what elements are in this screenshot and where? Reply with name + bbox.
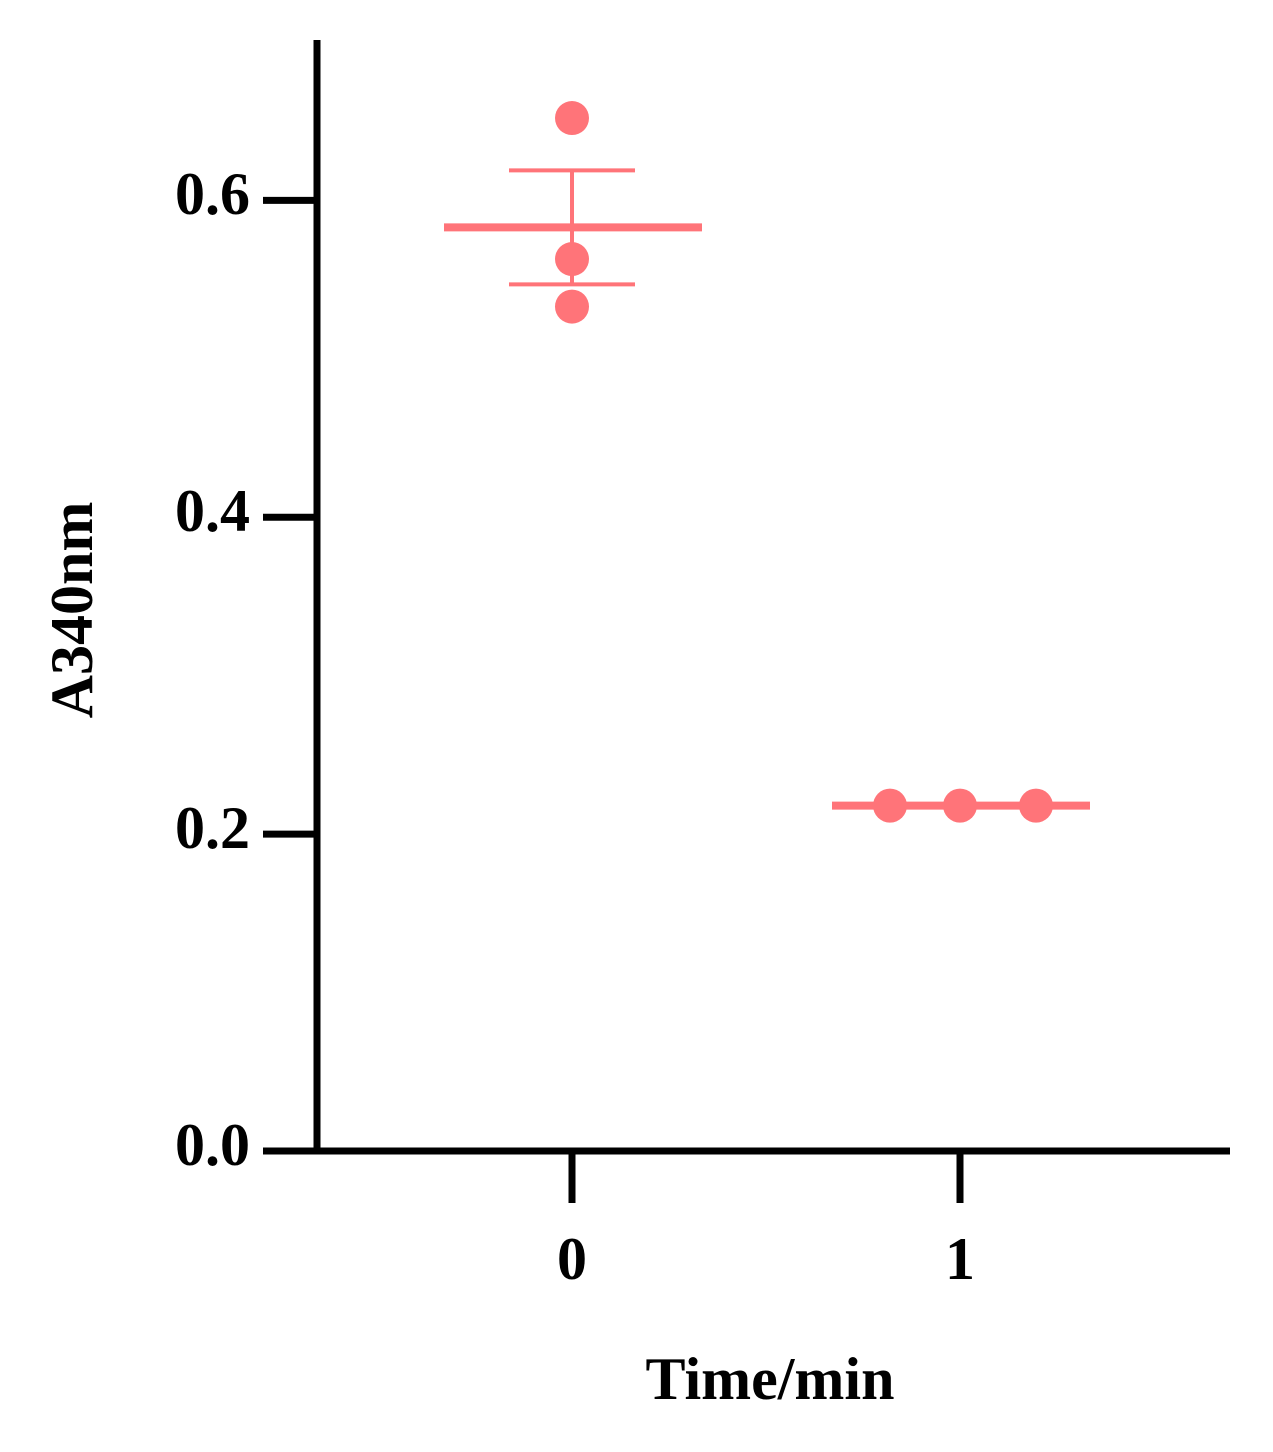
data-point bbox=[873, 788, 907, 823]
data-point bbox=[555, 289, 589, 324]
data-point bbox=[943, 788, 977, 823]
y-axis-label: A340nm bbox=[39, 502, 105, 719]
data-point bbox=[1019, 788, 1053, 823]
data-point bbox=[555, 101, 589, 136]
y-tick-label: 0.6 bbox=[175, 161, 250, 227]
x-tick-label: 0 bbox=[557, 1226, 587, 1292]
y-tick-label: 0.4 bbox=[175, 478, 250, 544]
y-tick-label: 0.0 bbox=[175, 1112, 250, 1178]
data-point bbox=[555, 242, 589, 277]
x-axis-label: Time/min bbox=[646, 1346, 895, 1412]
x-tick-label: 1 bbox=[945, 1226, 975, 1292]
y-tick-label: 0.2 bbox=[175, 795, 250, 861]
